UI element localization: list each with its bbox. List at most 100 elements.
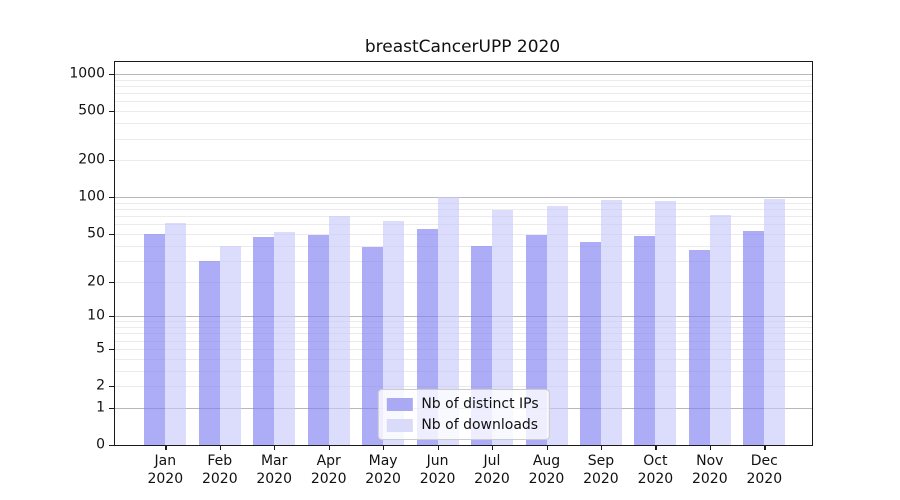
bar-downloads xyxy=(328,216,350,445)
y-gridline-major xyxy=(115,74,812,75)
bar-distinct-ips xyxy=(307,234,329,445)
y-tick-mark xyxy=(109,281,114,283)
y-gridline-minor xyxy=(115,327,812,328)
y-tick-mark xyxy=(109,233,114,236)
legend-label-distinct-ips: Nb of distinct IPs xyxy=(421,396,539,412)
y-gridline-minor xyxy=(115,111,812,113)
y-gridline-minor xyxy=(115,85,812,87)
x-axis-tick-label: Apr 2020 xyxy=(310,453,347,488)
y-axis-tick-label: 1 xyxy=(96,399,105,416)
legend: Nb of distinct IPs Nb of downloads xyxy=(377,389,550,440)
y-gridline-minor xyxy=(115,340,812,342)
y-tick-mark xyxy=(109,445,114,447)
x-tick-mark xyxy=(274,445,276,450)
x-tick-mark xyxy=(165,445,167,450)
plot-area: Nb of distinct IPs Nb of downloads 0 1 2 5 1… xyxy=(69,61,813,487)
y-axis-tick-label: 50 xyxy=(87,225,105,242)
legend-label-downloads: Nb of downloads xyxy=(421,417,539,433)
bar-distinct-ips xyxy=(579,241,601,445)
y-gridline-minor xyxy=(115,233,812,235)
x-axis-tick-label: Dec 2020 xyxy=(746,453,783,488)
bar-downloads xyxy=(274,231,296,445)
x-tick-mark xyxy=(546,445,548,450)
y-gridline-minor xyxy=(115,123,812,125)
y-axis-tick-label: 100 xyxy=(78,188,105,205)
y-axis-tick-label: 1000 xyxy=(69,65,105,82)
y-gridline-minor xyxy=(115,160,812,162)
bar-downloads xyxy=(709,214,731,445)
y-axis-tick-label: 5 xyxy=(96,340,105,357)
x-axis-tick-label: Oct 2020 xyxy=(637,453,674,488)
y-axis-tick-label: 0 xyxy=(96,436,105,453)
x-axis-tick-label: Aug 2020 xyxy=(528,453,565,488)
x-axis-tick-label: Jan 2020 xyxy=(147,453,184,488)
bar-distinct-ips xyxy=(253,237,275,445)
bar-distinct-ips xyxy=(634,236,656,445)
x-axis-tick-label: Sep 2020 xyxy=(583,453,619,488)
x-tick-mark xyxy=(219,445,222,450)
bar-distinct-ips xyxy=(144,233,166,445)
y-gridline-minor xyxy=(115,216,812,218)
x-axis-tick-label: Feb 2020 xyxy=(201,453,238,488)
y-gridline-minor xyxy=(115,209,812,210)
y-gridline-minor xyxy=(115,281,812,283)
y-tick-mark xyxy=(109,386,114,388)
y-gridline-major xyxy=(115,316,812,318)
y-gridline-minor xyxy=(115,202,812,204)
bar-downloads xyxy=(383,220,405,445)
y-tick-mark xyxy=(109,407,114,410)
bar-downloads xyxy=(546,205,568,445)
y-tick-mark xyxy=(109,197,114,199)
x-tick-mark xyxy=(709,445,712,450)
x-axis-tick-label: Jul 2020 xyxy=(474,453,510,488)
bar-distinct-ips xyxy=(743,230,765,445)
y-axis-tick-label: 10 xyxy=(87,307,105,324)
legend-item-distinct-ips: Nb of distinct IPs xyxy=(386,396,539,412)
bar-distinct-ips xyxy=(198,260,220,445)
y-gridline-major xyxy=(115,197,812,199)
x-axis-tick-label: Nov 2020 xyxy=(691,453,728,488)
y-axis-tick-label: 2 xyxy=(96,377,105,394)
bar-distinct-ips xyxy=(688,249,710,445)
y-tick-mark xyxy=(109,348,114,351)
y-gridline-minor xyxy=(115,101,812,103)
y-gridline-minor xyxy=(115,386,812,387)
x-axis-tick-label: May 2020 xyxy=(365,453,401,488)
x-tick-mark xyxy=(328,445,330,450)
bar-downloads xyxy=(764,199,786,445)
y-gridline-minor xyxy=(115,370,812,372)
y-tick-mark xyxy=(109,111,114,113)
bar-downloads xyxy=(165,223,187,445)
y-gridline-minor xyxy=(115,260,812,262)
x-axis-tick-label: Mar 2020 xyxy=(256,453,292,488)
x-tick-mark xyxy=(383,445,385,450)
x-tick-mark xyxy=(600,445,603,450)
y-axis-tick-label: 500 xyxy=(78,102,105,119)
y-gridline-minor xyxy=(115,333,812,335)
x-tick-mark xyxy=(655,445,657,450)
bar-downloads xyxy=(600,199,622,445)
legend-swatch-distinct-ips xyxy=(386,397,413,411)
bar-downloads xyxy=(437,196,459,445)
y-gridline-minor xyxy=(115,79,812,81)
bar-downloads xyxy=(492,209,513,445)
y-gridline-minor xyxy=(115,224,812,226)
y-gridline-minor xyxy=(115,93,812,95)
bar-downloads xyxy=(219,245,241,445)
x-tick-mark xyxy=(437,445,439,450)
y-gridline-minor xyxy=(115,348,812,350)
y-axis-tick-label: 200 xyxy=(78,151,105,168)
x-tick-mark xyxy=(764,445,766,450)
legend-item-downloads: Nb of downloads xyxy=(386,417,538,433)
y-axis-tick-label: 20 xyxy=(87,273,105,290)
x-tick-mark xyxy=(492,445,494,450)
y-gridline-minor xyxy=(115,138,812,140)
bar-downloads xyxy=(655,201,677,445)
y-gridline-minor xyxy=(115,245,812,247)
chart-title: breastCancerUPP 2020 xyxy=(364,37,561,57)
y-tick-mark xyxy=(109,74,114,76)
y-gridline-minor xyxy=(115,358,812,360)
y-tick-mark xyxy=(109,316,114,318)
legend-swatch-downloads xyxy=(386,418,413,432)
